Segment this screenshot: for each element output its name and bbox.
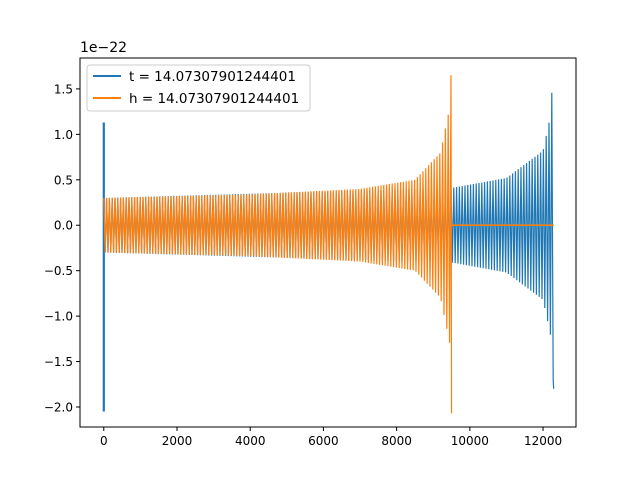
legend-box (86, 64, 311, 112)
plot-series (102, 75, 555, 414)
y-tick-label: −0.5 (44, 264, 73, 278)
legend: t = 14.07307901244401 h = 14.07307901244… (86, 64, 311, 112)
series-h (103, 75, 554, 414)
x-tick-label: 0 (100, 434, 108, 448)
y-tick-label: 0.5 (54, 173, 73, 187)
x-tick-label: 8000 (381, 434, 412, 448)
axes-frame (79, 57, 577, 428)
legend-label-h: h = 14.07307901244401 (129, 91, 299, 107)
x-tick-label: 4000 (235, 434, 266, 448)
x-axis: 0 2000 4000 6000 8000 10000 12000 (100, 427, 562, 448)
x-tick-label: 2000 (162, 434, 193, 448)
y-axis-offset-label: 1e−22 (80, 40, 127, 56)
y-tick-label: −2.0 (44, 401, 73, 415)
y-tick-label: 0.0 (54, 219, 73, 233)
legend-label-t: t = 14.07307901244401 (129, 69, 296, 85)
y-tick-label: −1.0 (44, 310, 73, 324)
series-h-line (103, 75, 453, 414)
x-tick-label: 12000 (524, 434, 562, 448)
y-tick-label: 1.0 (54, 128, 73, 142)
x-tick-label: 6000 (308, 434, 339, 448)
y-tick-label: 1.5 (54, 82, 73, 96)
y-tick-label: −1.5 (44, 355, 73, 369)
x-tick-label: 10000 (451, 434, 489, 448)
y-axis: −2.0 −1.5 −1.0 −0.5 0.0 0.5 1.0 1.5 (44, 82, 80, 415)
